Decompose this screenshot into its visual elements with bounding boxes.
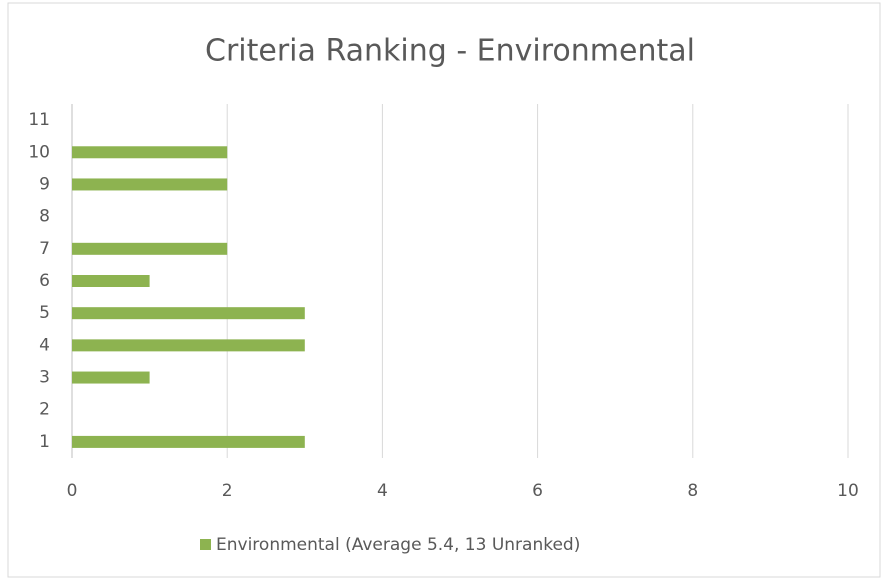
- bar: [72, 371, 150, 384]
- y-tick-label: 3: [39, 368, 50, 388]
- bar: [72, 307, 305, 320]
- legend-swatch: [200, 539, 211, 550]
- y-tick-label: 9: [39, 174, 50, 194]
- y-tick-label: 4: [39, 335, 50, 355]
- x-tick-label: 10: [837, 481, 859, 501]
- y-tick-label: 6: [39, 271, 50, 291]
- bar: [72, 435, 305, 448]
- x-tick-label: 4: [377, 481, 388, 501]
- x-tick-label: 0: [67, 481, 78, 501]
- y-tick-label: 11: [28, 110, 50, 130]
- legend-label: Environmental (Average 5.4, 13 Unranked): [216, 535, 580, 555]
- bar: [72, 178, 228, 191]
- y-tick-label: 10: [28, 142, 50, 162]
- y-tick-label: 7: [39, 239, 50, 259]
- chart-title: Criteria Ranking - Environmental: [205, 34, 695, 69]
- chart-border: [7, 2, 881, 578]
- x-tick-label: 2: [222, 481, 233, 501]
- x-tick-label: 6: [532, 481, 543, 501]
- bar: [72, 339, 305, 352]
- bar: [72, 242, 228, 255]
- y-tick-label: 2: [39, 400, 50, 420]
- bar: [72, 275, 150, 287]
- bar: [72, 146, 228, 159]
- x-tick-label: 8: [687, 481, 698, 501]
- y-tick-label: 5: [39, 303, 50, 323]
- y-tick-label: 8: [39, 207, 50, 227]
- y-tick-label: 1: [39, 432, 50, 452]
